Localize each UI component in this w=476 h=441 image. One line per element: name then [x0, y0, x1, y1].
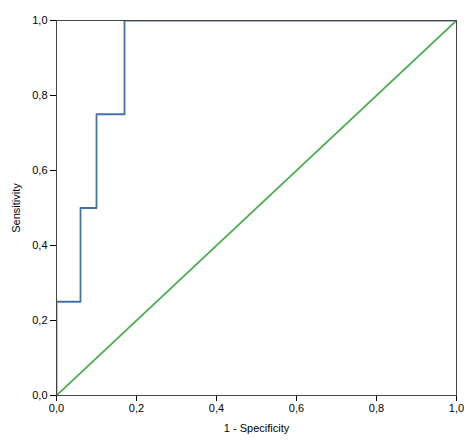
- svg-text:0,2: 0,2: [129, 402, 144, 414]
- svg-text:1,0: 1,0: [449, 402, 464, 414]
- svg-text:0,8: 0,8: [32, 89, 47, 101]
- svg-text:0,6: 0,6: [32, 164, 47, 176]
- svg-text:0,2: 0,2: [32, 314, 47, 326]
- svg-text:0,4: 0,4: [32, 239, 47, 251]
- svg-text:0,0: 0,0: [49, 402, 64, 414]
- svg-text:0,0: 0,0: [32, 389, 47, 401]
- svg-text:Sensitivity: Sensitivity: [10, 183, 22, 233]
- svg-text:1 - Specificity: 1 - Specificity: [224, 422, 290, 434]
- svg-text:0,6: 0,6: [289, 402, 304, 414]
- svg-text:0,4: 0,4: [209, 402, 224, 414]
- svg-text:1,0: 1,0: [32, 14, 47, 26]
- svg-text:0,8: 0,8: [369, 402, 384, 414]
